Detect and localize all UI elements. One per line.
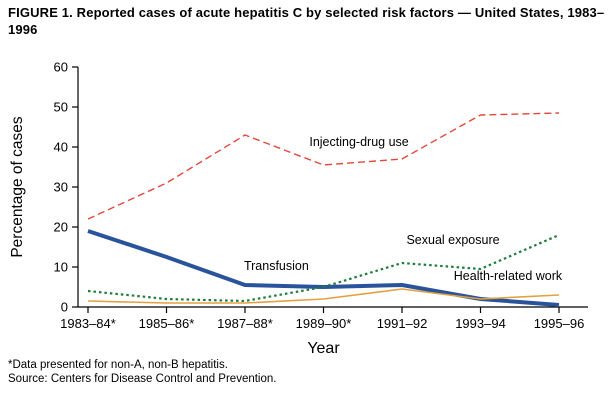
y-tick-label: 60 [54,60,68,75]
figure-title: FIGURE 1. Reported cases of acute hepati… [8,5,605,37]
y-axis-title: Percentage of cases [9,116,26,258]
footnote-asterisk: *Data presented for non-A, non-B hepatit… [8,359,228,371]
series-label-transfusion: Transfusion [244,259,309,273]
y-tick-label: 30 [54,180,68,195]
y-tick-label: 10 [54,260,68,275]
series-label-sexual-exposure: Sexual exposure [406,233,499,247]
x-axis-title: Year [307,340,340,357]
x-tick-label: 1989–90* [296,316,352,331]
series-line-sexual-exposure [87,233,560,303]
series-line-health-related-work [87,288,560,304]
x-tick-label: 1985–86* [139,316,195,331]
y-tick-label: 40 [54,140,68,155]
y-tick-label: 0 [61,300,68,315]
y-tick-label: 50 [54,100,68,115]
chart-plot: 0 10 20 30 40 50 60 1983–84* 1985–86* 1987–88* 198… [9,60,588,357]
series-label-injecting-drug-use: Injecting-drug use [309,135,408,149]
footnote-source: Source: Centers for Disease Control and … [8,373,277,386]
series-line-injecting-drug-use [87,112,560,220]
y-tick-label: 20 [54,220,68,235]
x-tick-label: 1995–96 [534,316,585,331]
series-label-health-related-work: Health-related work [454,269,563,283]
x-tick-label: 1991–92 [377,316,428,331]
x-tick-label: 1993–94 [455,316,506,331]
x-tick-label: 1987–88* [217,316,273,331]
footnotes: *Data presented for non-A, non-B hepatit… [8,358,276,386]
x-tick-label: 1983–84* [60,316,116,331]
